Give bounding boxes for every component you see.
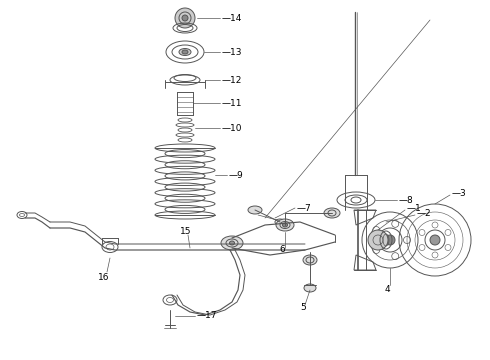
Text: —10: —10	[222, 123, 243, 132]
Text: 16: 16	[98, 274, 109, 283]
Circle shape	[182, 15, 188, 21]
Ellipse shape	[182, 50, 188, 54]
Text: 6: 6	[279, 246, 285, 255]
Ellipse shape	[276, 219, 294, 231]
Ellipse shape	[304, 284, 316, 292]
Text: —1: —1	[407, 203, 422, 212]
Text: —11: —11	[222, 99, 243, 108]
Text: —8: —8	[399, 195, 414, 204]
Ellipse shape	[324, 208, 340, 218]
Ellipse shape	[303, 255, 317, 265]
Circle shape	[385, 235, 395, 245]
Circle shape	[430, 235, 440, 245]
Circle shape	[368, 230, 388, 250]
Text: —3: —3	[452, 189, 467, 198]
Text: —9: —9	[229, 171, 244, 180]
Text: —2: —2	[417, 208, 432, 217]
Ellipse shape	[248, 206, 262, 214]
Text: 4: 4	[385, 285, 391, 294]
Text: 15: 15	[180, 228, 192, 237]
Text: 5: 5	[300, 303, 306, 312]
Text: —13: —13	[222, 48, 243, 57]
Circle shape	[175, 8, 195, 28]
Ellipse shape	[283, 223, 288, 227]
Text: —14: —14	[222, 14, 243, 23]
Text: —17: —17	[197, 311, 218, 320]
Text: —12: —12	[222, 76, 243, 85]
Ellipse shape	[179, 49, 191, 55]
Ellipse shape	[229, 241, 235, 245]
Ellipse shape	[221, 236, 243, 250]
Text: —7: —7	[297, 203, 312, 212]
